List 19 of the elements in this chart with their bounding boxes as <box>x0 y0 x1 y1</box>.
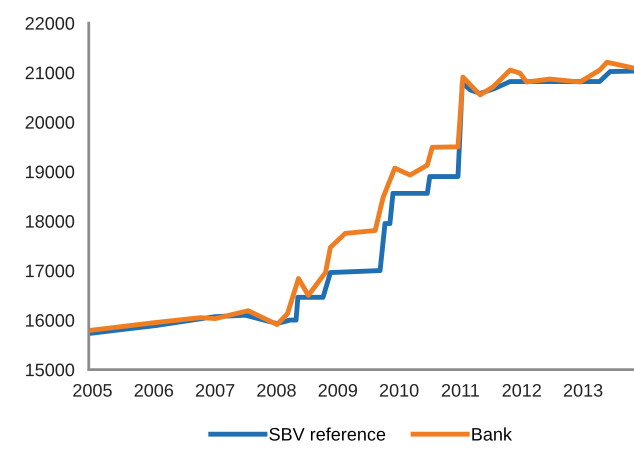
x-tick-label: 2010 <box>380 384 418 397</box>
y-tick-label: 20000 <box>26 116 74 129</box>
legend-label: Bank <box>472 427 512 441</box>
y-tick-label: 22000 <box>26 17 74 30</box>
x-tick-label: 2012 <box>502 384 541 397</box>
x-tick-label: 2009 <box>318 384 357 397</box>
x-tick-label: 2013 <box>564 384 602 397</box>
x-tick-label: 2006 <box>134 384 174 397</box>
x-tick-label: 2008 <box>257 384 296 397</box>
y-tick-label: 15000 <box>26 364 74 376</box>
y-tick-label: 21000 <box>26 66 74 80</box>
x-tick-label: 2005 <box>73 384 112 397</box>
legend-label: SBV reference <box>269 427 386 441</box>
x-tick-label: 2011 <box>442 384 479 397</box>
y-tick-label: 16000 <box>26 314 74 327</box>
y-tick-label: 18000 <box>26 215 74 228</box>
y-tick-label: 17000 <box>26 264 74 278</box>
x-tick-label: 2007 <box>196 384 234 397</box>
y-tick-label: 19000 <box>26 166 74 178</box>
